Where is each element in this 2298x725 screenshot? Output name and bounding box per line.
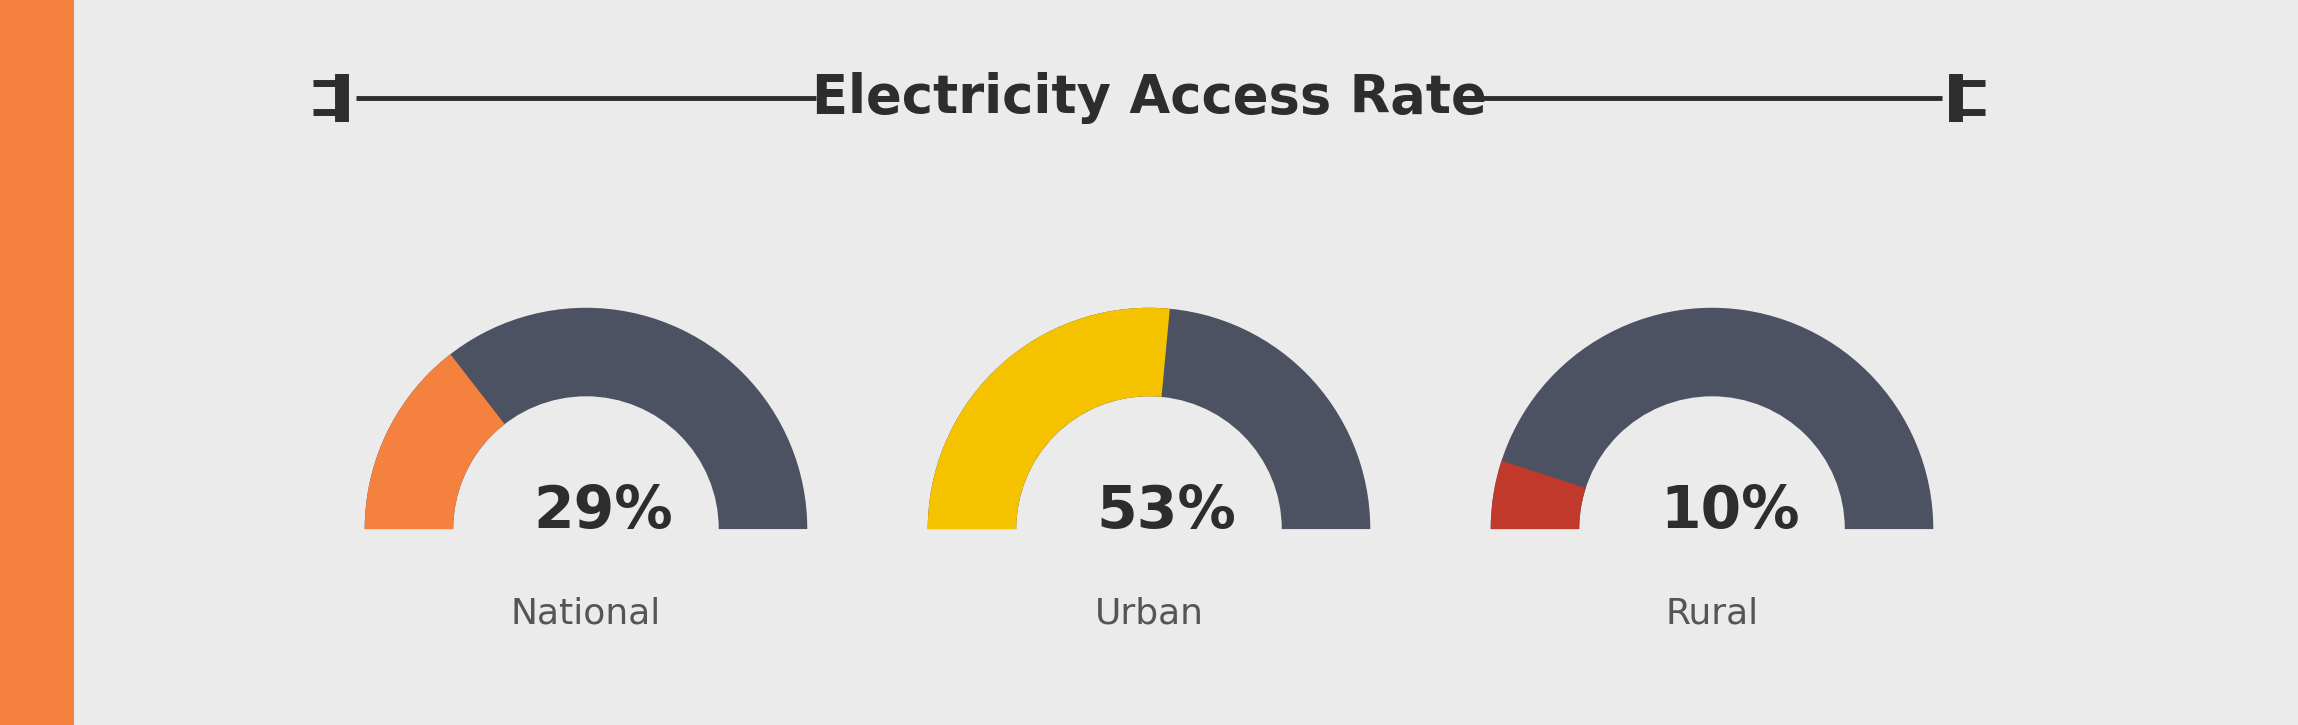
Text: Urban: Urban bbox=[1094, 596, 1204, 630]
Bar bbox=[0, 0, 74, 725]
Wedge shape bbox=[1491, 460, 1586, 529]
Text: 53%: 53% bbox=[1096, 483, 1236, 540]
Text: Rural: Rural bbox=[1666, 596, 1758, 630]
Text: 29%: 29% bbox=[533, 483, 673, 540]
Wedge shape bbox=[365, 308, 807, 529]
Wedge shape bbox=[928, 308, 1170, 529]
Text: National: National bbox=[510, 596, 662, 630]
Wedge shape bbox=[928, 308, 1370, 529]
Wedge shape bbox=[1491, 308, 1933, 529]
Text: Electricity Access Rate: Electricity Access Rate bbox=[811, 72, 1487, 124]
Wedge shape bbox=[365, 355, 506, 529]
Text: 10%: 10% bbox=[1659, 483, 1799, 540]
